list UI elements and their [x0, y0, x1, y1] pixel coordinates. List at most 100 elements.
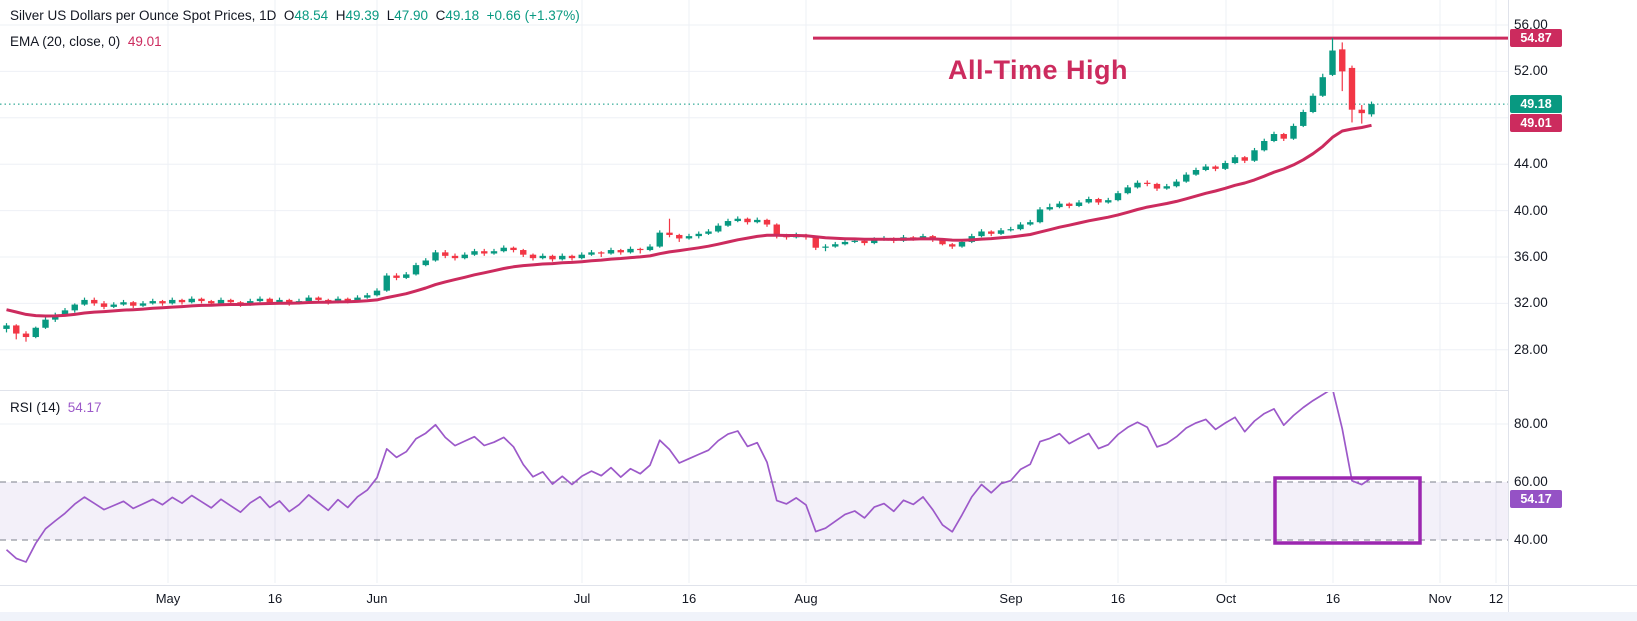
candle-body [812, 237, 819, 248]
rsi-line[interactable] [5, 389, 1372, 563]
candle-body [666, 232, 673, 235]
ema-value: 49.01 [127, 34, 162, 49]
candle-body [276, 299, 283, 303]
candle-body [1046, 207, 1053, 210]
price-axis-border [1508, 0, 1509, 621]
candle-body [1222, 163, 1229, 169]
candle-body [22, 333, 30, 338]
time-axis-label: Sep [999, 591, 1023, 606]
rsi-legend: RSI (14) 54.17 [10, 400, 102, 415]
candle-body [539, 255, 546, 259]
candle-body [373, 290, 381, 296]
candle-body [1134, 182, 1141, 188]
price-axis-label: 28.00 [1514, 341, 1548, 357]
candle-body [656, 232, 663, 247]
ohlc-close-value: 49.18 [445, 8, 480, 23]
rsi-pane[interactable] [0, 389, 1508, 583]
ohlc-low-key: L [386, 8, 395, 23]
candle-body [939, 239, 946, 245]
candle-body [1007, 229, 1014, 231]
candle-body [1231, 157, 1239, 164]
candle-body [490, 251, 498, 254]
time-axis-label: 16 [681, 591, 697, 606]
ema-line[interactable] [6, 123, 1372, 318]
candle-body [1017, 224, 1024, 230]
candle-body [1348, 67, 1356, 110]
symbol-legend: Silver US Dollars per Ounce Spot Prices,… [10, 8, 580, 23]
candle-body [120, 302, 127, 305]
candle-body [578, 254, 585, 259]
pane-separator[interactable] [0, 390, 1508, 391]
candle-body [451, 255, 459, 259]
candle-body [549, 255, 556, 260]
candle-body [188, 298, 195, 303]
candle-body [1105, 200, 1112, 203]
candle-body [637, 248, 644, 251]
candle-body [130, 302, 137, 306]
candle-body [1173, 181, 1180, 187]
rsi-axis-label: 60.00 [1514, 474, 1548, 489]
candle-body [159, 301, 166, 304]
candle-body [851, 240, 858, 242]
candle-body [754, 219, 761, 223]
rsi-value-badge: 54.17 [1510, 489, 1562, 508]
time-axis-label: Jul [573, 591, 591, 606]
candle-body [1241, 157, 1248, 161]
candle-body [354, 297, 361, 302]
candle-body [1095, 199, 1102, 203]
candle-body [598, 252, 605, 254]
candle-body [3, 325, 10, 329]
candle-body [685, 236, 693, 239]
price-axis-label: 44.00 [1514, 156, 1548, 172]
candle-body [861, 240, 868, 244]
time-axis-label: Oct [1215, 591, 1237, 606]
candle-body [266, 298, 273, 303]
candle-body [1368, 104, 1375, 115]
candle-body [520, 250, 527, 255]
rsi-label: RSI (14) [10, 400, 61, 415]
candle-body [32, 327, 39, 338]
ohlc-change-value: +0.66 (+1.37%) [486, 8, 580, 23]
rsi-axis-label: 40.00 [1514, 532, 1548, 547]
candle-body [997, 230, 1005, 234]
candle-body [286, 299, 293, 304]
candle-body [695, 233, 702, 237]
time-axis-label: May [155, 591, 181, 606]
candle-body [1261, 141, 1268, 151]
candle-body [91, 299, 98, 304]
price-axis-label: 52.00 [1514, 63, 1548, 79]
ohlc-low-value: 47.90 [394, 8, 429, 23]
rsi-value: 54.17 [67, 400, 102, 415]
time-axis-label: 16 [267, 591, 283, 606]
candle-body [344, 298, 351, 302]
time-axis-label: 16 [1110, 591, 1126, 606]
candle-body [81, 299, 88, 305]
candle-body [139, 303, 147, 306]
ema-label: EMA (20, close, 0) [10, 34, 121, 49]
ohlc-close-key: C [435, 8, 446, 23]
time-axis-label: Jun [366, 591, 388, 606]
rsi-highlight-box[interactable] [1273, 476, 1422, 545]
candle-body [676, 234, 683, 239]
candle-body [208, 301, 215, 304]
candle-body [315, 297, 322, 300]
candle-body [559, 255, 566, 260]
candle-body [1075, 202, 1083, 206]
candle-body [169, 299, 176, 304]
candle-body [305, 297, 312, 302]
price-pane[interactable] [0, 0, 1508, 390]
candle-body [958, 241, 966, 247]
candle-body [529, 254, 537, 259]
candle-body [588, 252, 595, 255]
candle-body [1319, 77, 1326, 96]
candle-body [1212, 166, 1219, 169]
candle-body [568, 255, 576, 259]
candle-body [100, 303, 108, 307]
candle-body [1036, 209, 1044, 223]
candle-body [1290, 125, 1297, 139]
candle-body [403, 274, 410, 278]
rsi-band [0, 482, 1508, 540]
candle-body [949, 244, 956, 247]
